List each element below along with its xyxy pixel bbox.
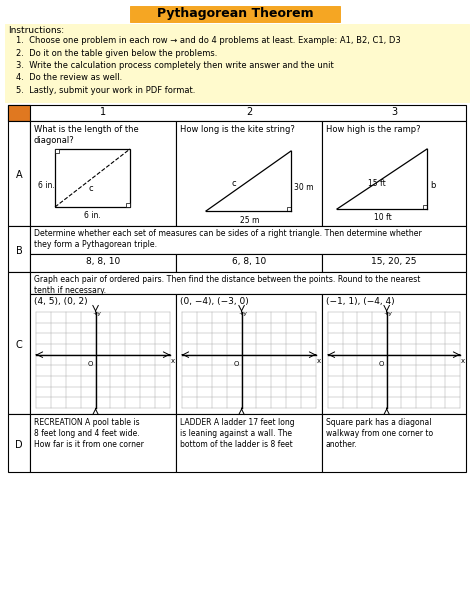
Bar — [176, 414, 322, 472]
Text: 15, 20, 25: 15, 20, 25 — [371, 257, 417, 266]
Bar — [8, 272, 30, 414]
Bar — [30, 414, 176, 472]
Bar — [130, 6, 340, 22]
Bar — [176, 121, 322, 226]
Text: 3.  Write the calculation process completely then write answer and the unit: 3. Write the calculation process complet… — [16, 61, 334, 70]
Bar — [8, 414, 30, 472]
Text: LADDER A ladder 17 feet long
is leaning against a wall. The
bottom of the ladder: LADDER A ladder 17 feet long is leaning … — [180, 418, 295, 449]
Bar — [30, 272, 466, 294]
Text: (0, −4), (−3, 0): (0, −4), (−3, 0) — [180, 297, 249, 306]
Text: +y: +y — [238, 311, 247, 316]
Text: A: A — [16, 170, 22, 180]
Text: RECREATION A pool table is
8 feet long and 4 feet wide.
How far is it from one c: RECREATION A pool table is 8 feet long a… — [34, 418, 144, 449]
Text: How long is the kite string?: How long is the kite string? — [180, 125, 295, 134]
Text: x: x — [171, 357, 175, 364]
Bar — [30, 121, 176, 226]
Text: 1: 1 — [100, 107, 106, 117]
Text: 5.  Lastly, submit your work in PDF format.: 5. Lastly, submit your work in PDF forma… — [16, 86, 195, 95]
Text: 4.  Do the review as well.: 4. Do the review as well. — [16, 74, 122, 83]
Text: C: C — [16, 340, 22, 350]
Bar — [8, 105, 30, 121]
Text: 8, 8, 10: 8, 8, 10 — [86, 257, 120, 266]
Text: x: x — [461, 357, 465, 364]
Bar — [55, 149, 59, 153]
Text: (4, 5), (0, 2): (4, 5), (0, 2) — [34, 297, 88, 306]
Text: (−1, 1), (−4, 4): (−1, 1), (−4, 4) — [326, 297, 395, 306]
Text: x: x — [317, 357, 321, 364]
Bar — [55, 149, 130, 207]
Text: Square park has a diagonal
walkway from one corner to
another.: Square park has a diagonal walkway from … — [326, 418, 433, 449]
Text: 30 m: 30 m — [294, 183, 313, 192]
Text: Pythagorean Theorem: Pythagorean Theorem — [157, 7, 313, 20]
Bar — [8, 226, 30, 272]
Bar — [322, 294, 466, 414]
Bar — [287, 207, 291, 211]
Text: +y: +y — [92, 311, 101, 316]
Text: 1.  Choose one problem in each row → and do 4 problems at least. Example: A1, B2: 1. Choose one problem in each row → and … — [16, 36, 401, 45]
Text: O: O — [88, 360, 93, 367]
Bar — [30, 226, 466, 254]
Bar — [30, 294, 176, 414]
Text: c: c — [232, 179, 237, 188]
Text: How high is the ramp?: How high is the ramp? — [326, 125, 420, 134]
Bar — [176, 254, 322, 272]
Text: What is the length of the
diagonal?: What is the length of the diagonal? — [34, 125, 139, 145]
Text: Determine whether each set of measures can be sides of a right triangle. Then de: Determine whether each set of measures c… — [34, 229, 422, 249]
Text: 15 ft: 15 ft — [368, 179, 386, 188]
Bar — [8, 121, 30, 226]
Bar — [30, 254, 176, 272]
Text: 2.  Do it on the table given below the problems.: 2. Do it on the table given below the pr… — [16, 48, 218, 58]
Text: 25 m: 25 m — [240, 216, 259, 225]
Text: 10 ft: 10 ft — [374, 213, 392, 222]
Bar — [126, 203, 130, 207]
Text: O: O — [379, 360, 384, 367]
Text: 6, 8, 10: 6, 8, 10 — [232, 257, 266, 266]
Bar — [176, 294, 322, 414]
Text: 6 in.: 6 in. — [38, 181, 55, 190]
Text: b: b — [430, 181, 436, 190]
Bar — [8, 105, 466, 121]
Text: 6 in.: 6 in. — [84, 211, 101, 220]
Text: 2: 2 — [246, 107, 252, 117]
Text: D: D — [15, 440, 23, 450]
Text: 3: 3 — [391, 107, 397, 117]
Text: c: c — [89, 184, 93, 193]
Bar — [322, 414, 466, 472]
Text: Instructions:: Instructions: — [8, 26, 64, 35]
Bar — [322, 121, 466, 226]
Text: +y: +y — [383, 311, 392, 316]
Text: O: O — [234, 360, 239, 367]
Bar — [423, 205, 427, 209]
Text: B: B — [16, 246, 22, 256]
Text: Graph each pair of ordered pairs. Then find the distance between the points. Rou: Graph each pair of ordered pairs. Then f… — [34, 275, 420, 295]
Bar — [5, 24, 469, 102]
Bar — [322, 254, 466, 272]
